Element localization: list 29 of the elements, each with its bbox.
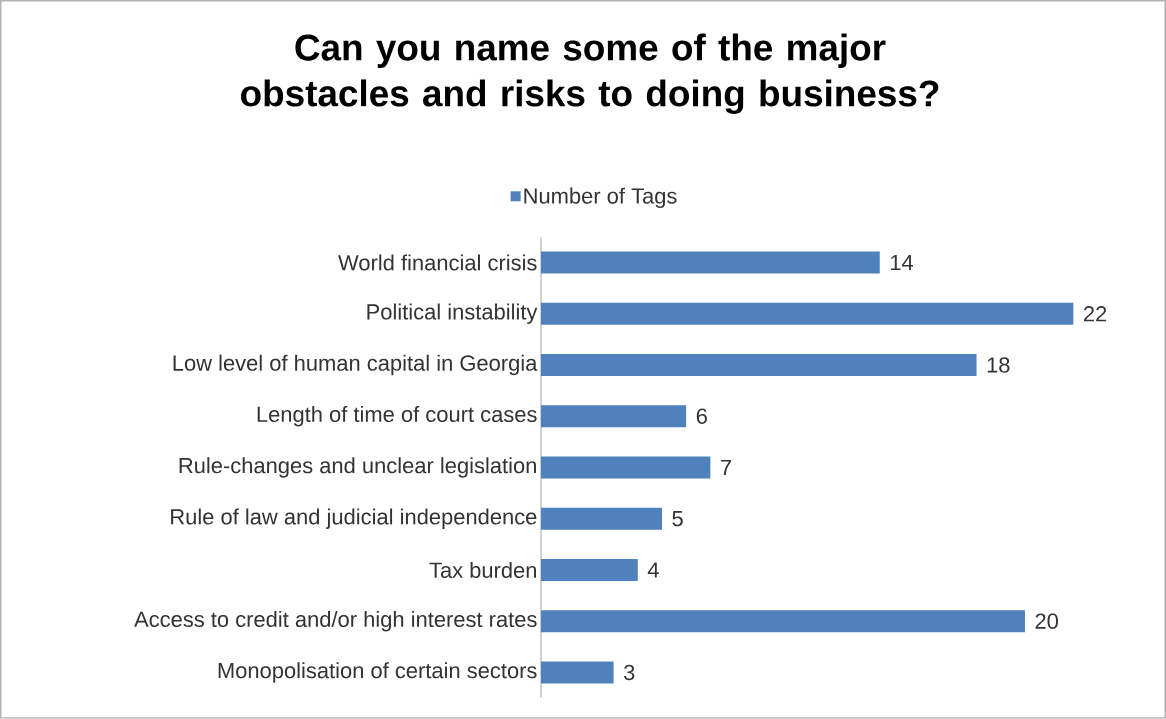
bar [540, 251, 880, 274]
y-tick-label: Monopolisation of certain sectors [218, 662, 537, 683]
bar [540, 661, 614, 684]
bar [540, 507, 662, 530]
y-tick-label: Rule-changes and unclear legislation [179, 457, 536, 478]
data-label: 4 [647, 562, 659, 578]
legend-label: Number of Tags [524, 187, 677, 209]
data-label: 20 [1035, 613, 1058, 630]
chart-title: Can you name some of the major obstacles and risks to doing business? [241, 33, 939, 115]
bar [540, 354, 977, 377]
y-tick-label: Length of time of court cases [257, 406, 537, 427]
data-label: 3 [623, 664, 635, 681]
bar [540, 456, 711, 479]
y-tick-label: Political instability [367, 303, 538, 325]
data-label: 22 [1083, 306, 1107, 322]
data-label: 18 [987, 357, 1010, 373]
bar [540, 302, 1074, 325]
bar [540, 610, 1025, 633]
y-tick-label: Access to credit and/or high interest rates [134, 611, 537, 632]
data-label: 14 [890, 255, 914, 271]
bar [540, 559, 638, 582]
data-label: 6 [696, 408, 707, 425]
y-tick-label: Tax burden [429, 561, 537, 579]
data-label: 5 [672, 511, 683, 527]
bar [540, 405, 687, 428]
y-tick-label: World financial crisis [338, 254, 537, 271]
data-label: 7 [721, 460, 731, 476]
y-tick-label: Rule of law and judicial independence [171, 508, 537, 529]
y-tick-label: Low level of human capital in Georgia [173, 354, 538, 376]
